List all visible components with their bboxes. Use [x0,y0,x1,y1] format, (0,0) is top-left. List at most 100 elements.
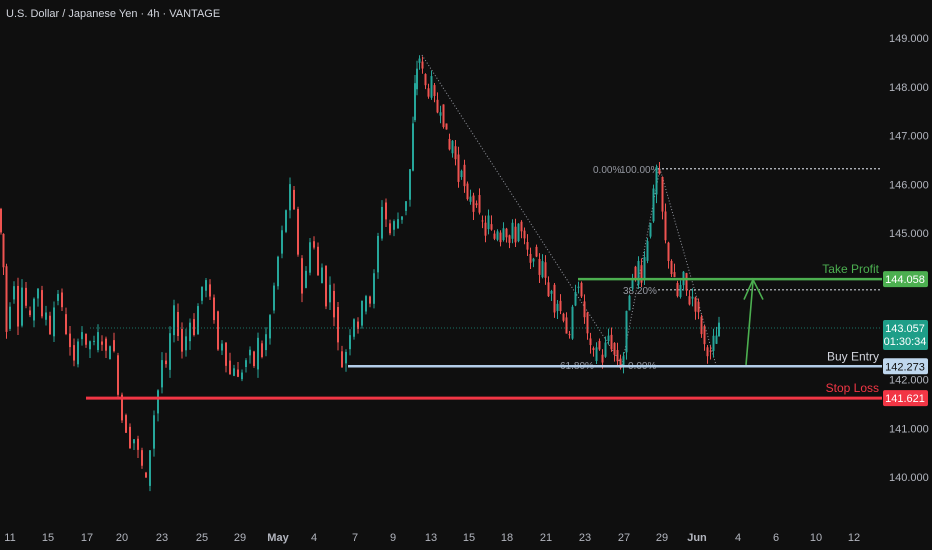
candle-body [121,394,123,421]
candle-body [442,104,445,127]
candle-body [595,347,598,361]
candle-body [13,286,15,300]
candle-body [89,341,91,350]
candle-body [454,146,457,160]
candle-body [21,287,23,326]
candle-body [405,201,407,211]
candle-body [436,99,439,113]
candle-body [712,335,715,351]
candle-body [153,415,155,449]
candle-body [421,61,424,69]
candle-body [41,290,43,317]
candle-body [157,390,159,414]
candle-body [637,261,640,285]
candle-body [217,311,219,350]
candle-body [9,306,11,329]
x-tick-label: 15 [42,532,54,544]
candle-body [317,246,319,276]
buy-entry-label: Buy Entry [827,349,879,363]
x-tick-label: 29 [656,532,668,544]
fib-label: 100.00% [620,165,660,176]
candle-body [520,221,523,232]
candle-body [457,154,460,182]
candle-body [385,202,387,220]
x-tick-label: 23 [156,532,168,544]
x-tick-label: 4 [735,532,741,544]
candle-body [589,338,592,346]
time-axis: 11 15 17 20 23 25 29 May 4 7 9 13 15 18 21 23 27 29 Jun 4 6 1… [4,532,860,544]
candle-body [451,140,454,154]
y-tick-label: 142.000 [889,375,929,387]
candle-body [430,76,433,98]
candle-body [341,351,343,368]
candle-body [466,183,469,200]
candle-body [571,306,574,339]
candle-body [345,351,347,364]
candle-body [688,296,691,305]
candle-body [81,332,83,340]
candle-body [547,282,550,297]
candle-body [670,260,673,275]
candle-body [607,335,610,342]
fib-label: 0.00% [593,165,621,176]
candle-body [373,273,375,304]
price-axis: 149.000 148.000 147.000 146.000 145.000 142.0… [889,33,929,484]
candle-body [189,322,191,342]
candle-body [193,319,195,336]
candle-body [667,242,670,261]
buy-entry-tag-bg [883,358,928,375]
candle-body [646,241,649,261]
candle-body [261,343,263,357]
candle-body [535,246,538,257]
candle-body [490,224,493,230]
candle-body [173,305,175,336]
candle-body [427,88,430,97]
candle-body [562,313,565,321]
candle-body [529,253,532,263]
candle-body [269,315,271,339]
candle-body [301,258,303,294]
candle-body [145,472,147,478]
current-price-tag-bg [883,320,928,351]
candle-body [377,235,379,273]
candle-body [181,328,183,352]
candle-body [523,230,526,239]
candle-body [544,262,547,278]
candle-body [85,333,87,345]
candle-body [412,123,414,171]
candle-body [715,335,718,344]
x-tick-label: 11 [4,532,15,544]
candle-body [293,189,295,210]
candle-body [643,257,646,281]
candle-body [481,220,484,222]
candle-body [460,170,463,178]
candle-body [652,188,655,222]
candle-body [604,342,607,357]
x-tick-label: 29 [234,532,246,544]
y-tick-label: 145.000 [889,228,929,240]
x-tick-label: 21 [540,532,552,544]
candle-body [685,273,688,291]
candle-body [416,68,418,90]
candle-body [628,295,631,311]
candle-body [433,85,436,96]
swing-diagonal [659,168,717,366]
candle-body [649,222,652,237]
candle-body [592,348,595,350]
candle-body [709,350,712,352]
candle-body [676,283,679,297]
candle-body [409,169,411,200]
candle-body [469,196,472,202]
candle-body [613,342,616,355]
candle-body [505,228,508,238]
candle-body [125,415,127,433]
candle-body [661,176,664,212]
take-profit-label: Take Profit [822,262,879,276]
candle-body [418,58,421,63]
candle-body [37,288,39,299]
candle-body [619,358,622,368]
candle-body [277,256,279,287]
candle-body [117,355,119,395]
candle-body [493,233,496,239]
